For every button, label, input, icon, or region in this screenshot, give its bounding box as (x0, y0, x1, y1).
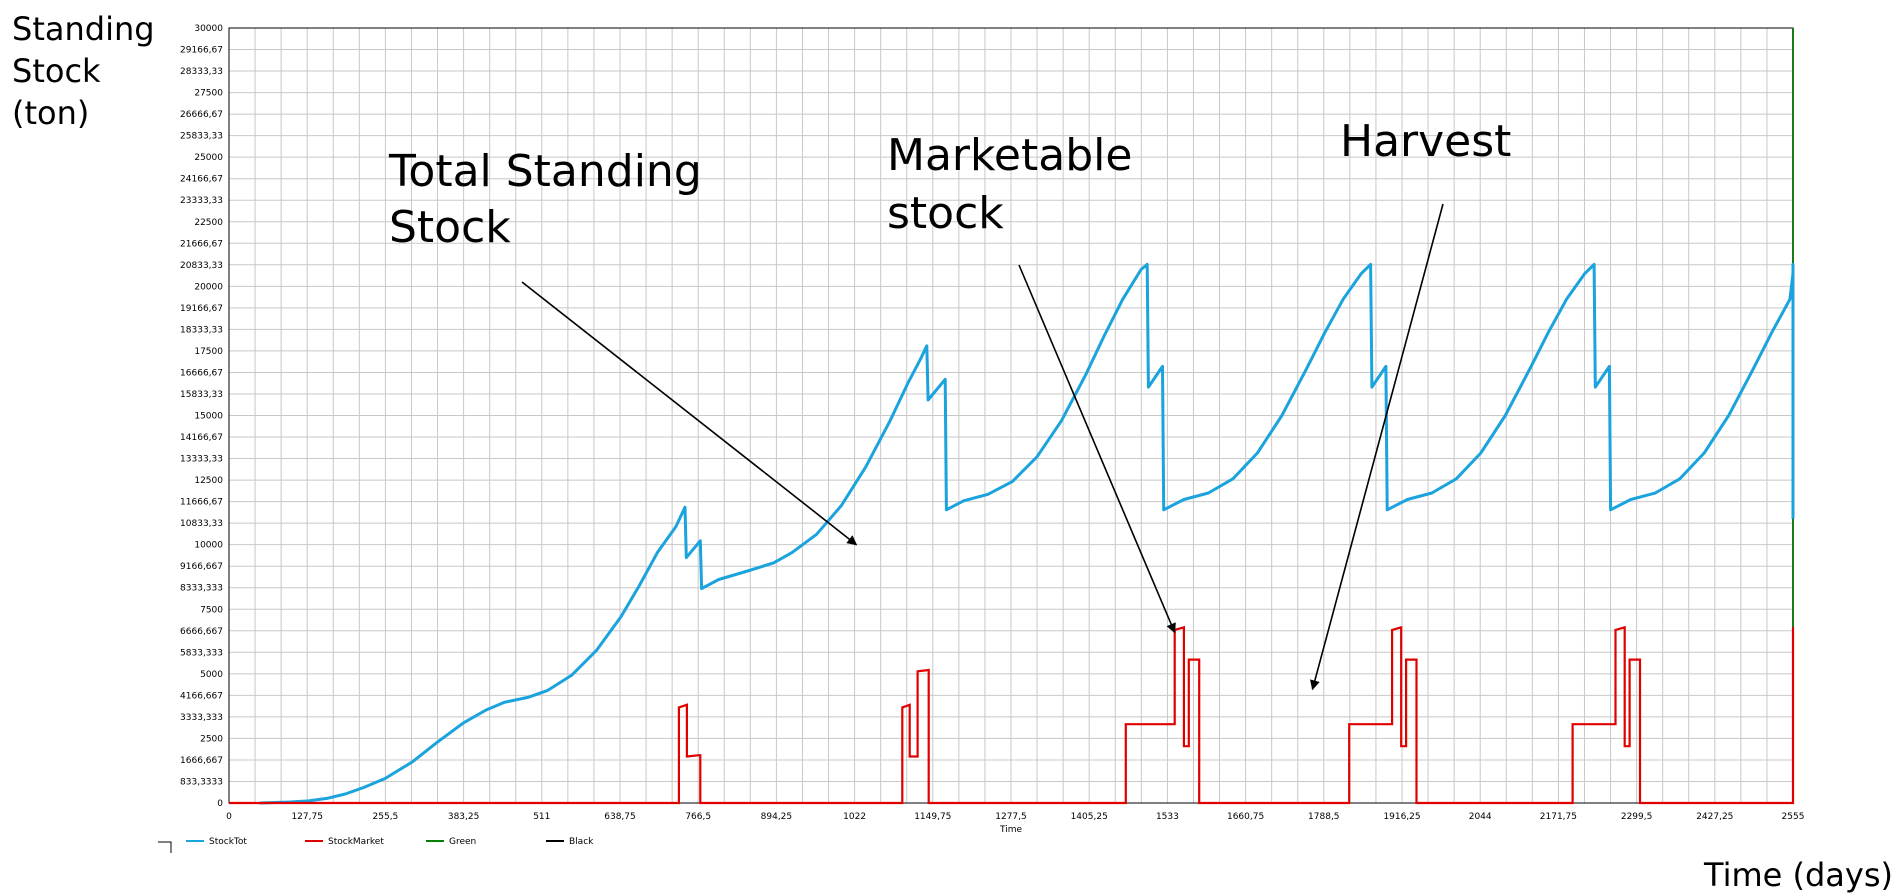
y-tick-label: 13333,33 (180, 455, 223, 465)
x-tick-label: 1916,25 (1383, 812, 1420, 822)
x-tick-label: 2171,75 (1540, 812, 1577, 822)
y-tick-label: 5833,333 (180, 648, 223, 658)
annotation-arrow-harvest (1310, 203, 1444, 691)
y-tick-label: 29166,67 (180, 46, 223, 56)
y-tick-label: 11666,67 (180, 498, 223, 508)
y-tick-label: 17500 (194, 347, 223, 357)
y-tick-label: 7500 (200, 605, 223, 615)
x-tick-label: 1022 (843, 812, 866, 822)
y-tick-label: 8333,333 (180, 584, 223, 594)
x-tick-label: 766,5 (685, 812, 711, 822)
y-tick-label: 15833,33 (180, 390, 223, 400)
x-tick-label: 1149,75 (914, 812, 951, 822)
y-tick-label: 23333,33 (180, 196, 223, 206)
y-title-line-1: Standing (12, 10, 155, 48)
y-tick-label: 20833,33 (180, 261, 223, 271)
legend: StockTot StockMarket Green Black (158, 837, 594, 853)
series-line-stocktot (259, 262, 1795, 805)
y-tick-label: 21666,67 (180, 239, 223, 249)
y-tick-label: 5000 (200, 670, 223, 680)
y-tick-label: 0 (217, 799, 223, 809)
y-tick-label: 1666,667 (180, 756, 223, 766)
y-tick-label: 19166,67 (180, 304, 223, 314)
x-tick-label: 0 (226, 812, 232, 822)
y-axis-ticks: 0 833,3333 1666,667 2500 3333,333 4166,667 500… (180, 24, 223, 809)
series-layer (229, 262, 1795, 805)
y-tick-label: 2500 (200, 734, 223, 744)
x-outer-label-time-days: Time (days) (1703, 856, 1893, 894)
x-tick-label: 511 (533, 812, 550, 822)
x-tick-label: 638,75 (604, 812, 636, 822)
y-tick-label: 20000 (194, 282, 223, 292)
y-tick-label: 26666,67 (180, 110, 223, 120)
x-tick-label: 2427,25 (1696, 812, 1733, 822)
legend-label-green: Green (449, 837, 476, 847)
y-tick-label: 10000 (194, 541, 223, 551)
y-tick-label: 30000 (194, 24, 223, 34)
x-tick-label: 2299,5 (1621, 812, 1653, 822)
x-tick-label: 1660,75 (1227, 812, 1264, 822)
annotation-marketable-stock: Marketable stock (887, 130, 1176, 634)
x-tick-label: 2555 (1782, 812, 1805, 822)
y-tick-label: 10833,33 (180, 519, 223, 529)
x-axis-title: Time (999, 825, 1022, 835)
y-title-line-2: Stock (12, 52, 101, 90)
legend-label-stocktot: StockTot (209, 837, 247, 847)
y-tick-label: 27500 (194, 89, 223, 99)
y-tick-label: 18333,33 (180, 325, 223, 335)
x-tick-label: 1788,5 (1308, 812, 1340, 822)
annotation-arrow-total (521, 281, 858, 546)
grid (228, 27, 1794, 804)
y-tick-label: 6666,667 (180, 627, 223, 637)
series-line-stockmarket (229, 625, 1795, 805)
annotation-total-line-2: Stock (389, 202, 511, 253)
x-tick-label: 2044 (1469, 812, 1492, 822)
annotation-market-line-2: stock (887, 188, 1004, 239)
annotation-harvest: Harvest (1310, 116, 1511, 691)
annotation-market-line-1: Marketable (887, 130, 1132, 181)
x-tick-label: 383,25 (448, 812, 480, 822)
y-tick-label: 16666,67 (180, 368, 223, 378)
x-tick-label: 1405,25 (1071, 812, 1108, 822)
y-tick-label: 14166,67 (180, 433, 223, 443)
y-title-line-3: (ton) (12, 94, 89, 132)
annotation-arrow-market (1018, 264, 1176, 634)
x-tick-label: 1277,5 (995, 812, 1027, 822)
y-tick-label: 28333,33 (180, 67, 223, 77)
y-tick-label: 25000 (194, 153, 223, 163)
y-tick-label: 24166,67 (180, 175, 223, 185)
y-tick-label: 12500 (194, 476, 223, 486)
x-tick-label: 127,75 (291, 812, 323, 822)
x-tick-label: 255,5 (373, 812, 399, 822)
legend-label-black: Black (569, 837, 594, 847)
x-tick-label: 894,25 (761, 812, 793, 822)
y-tick-label: 15000 (194, 412, 223, 422)
annotation-total-standing-stock: Total Standing Stock (388, 146, 858, 546)
legend-label-stockmarket: StockMarket (328, 837, 384, 847)
y-tick-label: 3333,333 (180, 713, 223, 723)
x-axis-ticks: 0 127,75 255,5 383,25 511 638,75 766,5 894,25 10… (226, 812, 1804, 822)
y-tick-label: 833,3333 (180, 777, 223, 787)
y-axis-title: Standing Stock (ton) (12, 10, 155, 132)
x-tick-label: 1533 (1156, 812, 1179, 822)
annotation-total-line-1: Total Standing (388, 146, 702, 197)
y-tick-label: 9166,667 (180, 562, 223, 572)
legend-corner-icon (158, 841, 172, 853)
annotation-harvest-line-1: Harvest (1340, 116, 1511, 167)
y-tick-label: 25833,33 (180, 132, 223, 142)
y-tick-label: 22500 (194, 218, 223, 228)
y-tick-label: 4166,667 (180, 691, 223, 701)
